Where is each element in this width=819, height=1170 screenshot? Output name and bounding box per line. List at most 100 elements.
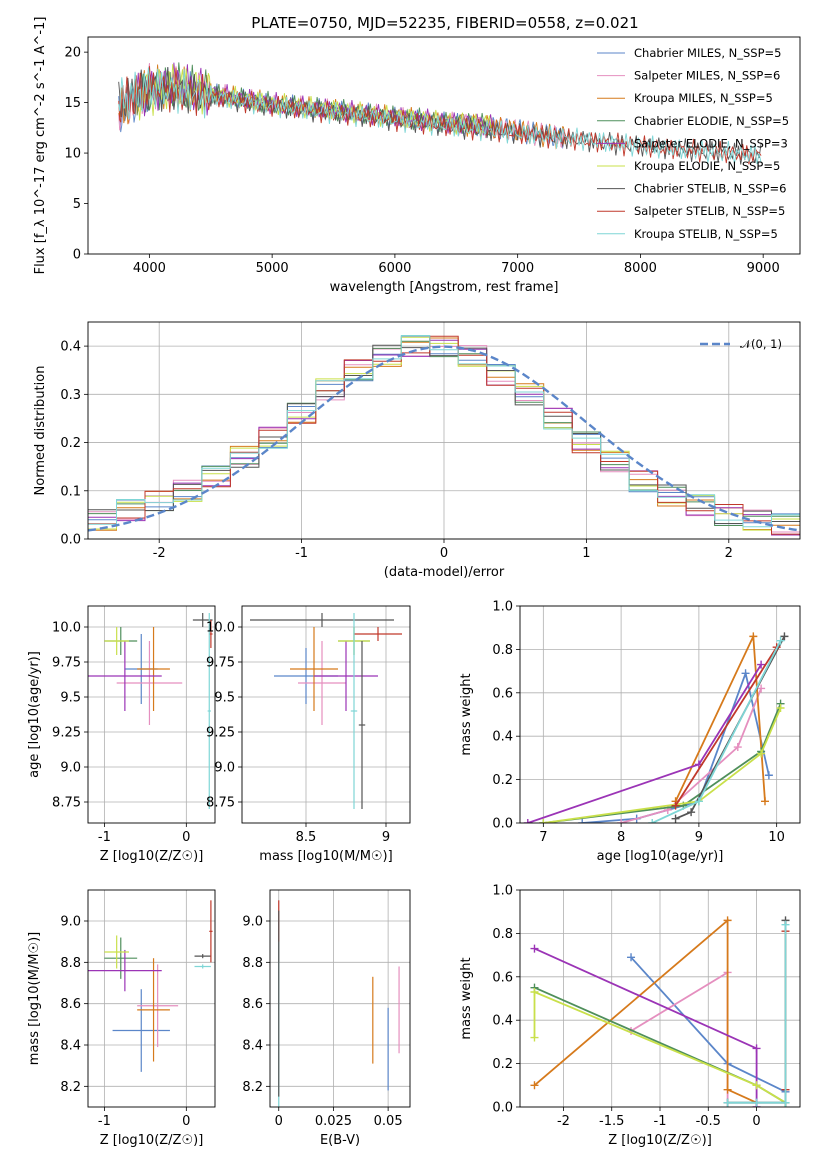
plus-marker [757,684,766,693]
plus-marker [781,920,790,929]
errorbar-point [209,900,213,963]
y-tick-label: 8.4 [242,1039,263,1054]
y-tick-label: 0.4 [492,730,513,745]
y-axis-label: age [log10(age/yr)] [27,651,42,778]
plus-marker [671,814,680,823]
x-axis-label: (data-model)/error [384,565,505,580]
errorbar-point [137,958,170,1062]
axes-frame [87,36,801,255]
x-tick-label: -2 [557,1114,570,1129]
x-tick-label: 5000 [256,261,289,276]
legend-entry: Kroupa ELODIE, N_SSP=5 [634,159,780,173]
plus-marker [530,944,539,953]
x-tick-label: 8.5 [296,830,317,845]
y-tick-label: 15 [64,96,81,111]
plus-marker [539,819,548,823]
plus-marker [749,632,758,641]
x-axis-label: age [log10(age/yr)] [597,849,724,864]
y-tick-label: 9.25 [206,726,235,741]
y-tick-label: 8.6 [242,997,263,1012]
plus-marker [530,987,539,996]
y-tick-label: 9.0 [242,915,263,930]
y-tick-label: 10.0 [52,621,81,636]
x-axis-label: E(B-V) [320,1133,360,1148]
plus-marker [648,819,657,823]
legend-entry: Kroupa STELIB, N_SSP=5 [634,227,778,241]
y-tick-label: 0.2 [492,773,513,788]
y-tick-label: 8.75 [52,796,81,811]
plus-marker [694,797,703,806]
y-tick-label: 9.75 [206,656,235,671]
x-tick-label: 0 [182,1114,190,1129]
plus-marker [752,1081,761,1090]
axes-frame [87,321,801,540]
panel-massweight_vs_Z: -2 -1.5 -1 -0.5 0 0.0 0.2 0.4 0.6 0.8 1.0 Z [log10(… [459,884,801,1148]
plus-marker [733,743,742,752]
panel-age_vs_mass: 8.5 9 8.75 9.0 9.25 9.5 9.75 10.0 mass [log10(M/… [206,605,411,864]
y-tick-label: 0.4 [60,340,81,355]
panel-mass_vs_ebv: 0 0.025 0.05 8.2 8.4 8.6 8.8 9.0 E(B-V) [242,889,411,1148]
plus-marker [523,819,532,823]
y-tick-label: 0.4 [492,1014,513,1029]
errorbar-point [116,641,183,725]
x-tick-label: -1.5 [599,1114,624,1129]
y-tick-label: 0.6 [492,970,513,985]
x-tick-label: 4000 [133,261,166,276]
plus-marker [764,771,773,780]
x-tick-label: 0 [752,1114,760,1129]
y-axis-label: mass [log10(M/M☉)] [27,932,42,1065]
y-tick-label: 0.1 [60,484,81,499]
x-axis-label: mass [log10(M/M☉)] [259,849,392,864]
x-tick-label: 0 [440,546,448,561]
errorbar-point [350,613,358,809]
errorbar-group [88,613,213,809]
plus-marker [780,632,789,641]
panel-massweight_vs_age: 7 8 9 10 0.0 0.2 0.4 0.6 0.8 1.0 age [log10(age/yr… [459,600,801,864]
massweight-line [543,703,782,823]
histogram-step [88,335,800,535]
y-tick-label: 8.8 [60,956,81,971]
x-tick-label: 0.05 [374,1114,403,1129]
gaussian-curve [88,345,800,532]
histogram-group [88,335,800,536]
x-tick-label: 9 [695,830,703,845]
errorbar-group [250,613,402,809]
x-axis-label: Z [log10(Z/Z☉)] [100,1133,204,1148]
panels: 4000 5000 6000 7000 8000 900005101520waveleng… [27,17,801,1148]
y-tick-label: 1.0 [492,600,513,615]
y-tick-label: 0.8 [492,643,513,658]
y-tick-label: 8.6 [60,997,81,1012]
spectrum-series-line [118,67,762,164]
plus-marker [757,660,766,669]
y-tick-label: 8.2 [242,1080,263,1095]
errorbar-group [88,900,213,1072]
plus-marker [752,1044,761,1053]
axes-frame [241,605,411,824]
plus-marker [776,636,785,645]
y-tick-label: 9.75 [52,656,81,671]
x-tick-label: 1 [582,546,590,561]
x-tick-label: 0.025 [315,1114,352,1129]
massweight-line [533,918,757,1104]
x-tick-label: -1 [98,1114,111,1129]
spectrum-legend: Chabrier MILES, N_SSP=5 Salpeter MILES, N… [597,46,789,241]
x-tick-label: 10 [768,830,785,845]
y-tick-label: 9.0 [60,761,81,776]
y-tick-label: 9.5 [60,691,81,706]
legend-entry: Chabrier MILES, N_SSP=5 [634,46,781,60]
plus-marker [752,1098,761,1107]
errorbar-point [358,641,366,809]
errorbar-point [207,613,211,809]
legend-entry: Chabrier ELODIE, N_SSP=5 [634,114,789,128]
massweight-line [674,646,778,807]
errorbar-point [104,937,138,979]
y-tick-label: 20 [64,46,81,61]
y-tick-label: 0.0 [60,533,81,548]
y-tick-label: 0.2 [60,436,81,451]
y-tick-label: 0.2 [492,1057,513,1072]
massweight-line [543,707,782,823]
axes-frame [87,889,216,1108]
x-tick-label: 8 [617,830,625,845]
y-axis-label: Flux [f_λ 10^-17 erg cm^-2 s^-1 A^-1] [33,17,48,275]
